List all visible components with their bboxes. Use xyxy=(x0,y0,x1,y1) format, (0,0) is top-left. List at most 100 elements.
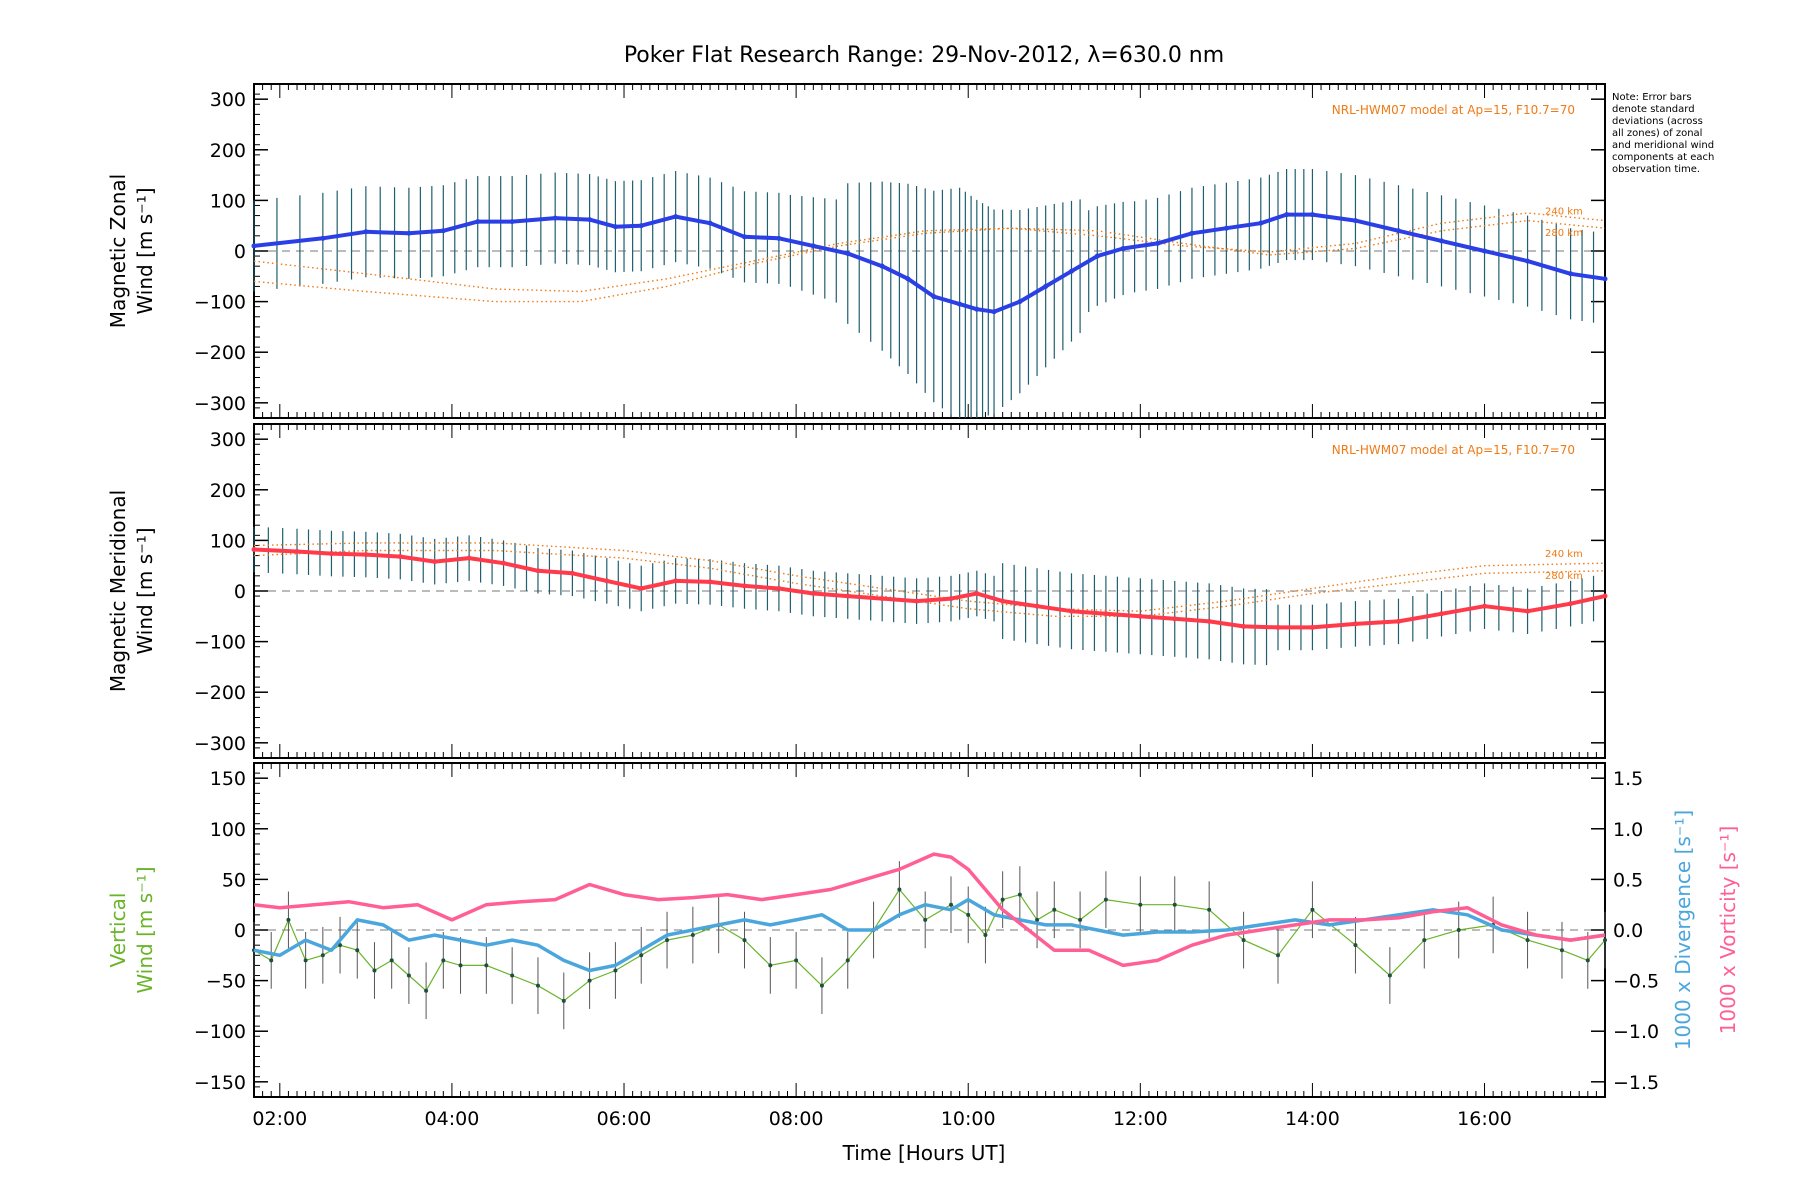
zonal-panel: −300 −200 −100 0 100 200 300 Magnetic Zonal Wind… xyxy=(106,83,1608,419)
vertical-point xyxy=(1525,938,1530,943)
y-tick-label: 300 xyxy=(210,429,246,451)
vertical-point xyxy=(983,933,988,938)
data-point xyxy=(707,220,713,226)
y-right-label-vorticity: 1000 x Vorticity [s⁻¹] xyxy=(1716,826,1740,1035)
vertical-point xyxy=(949,902,954,907)
vertical-point xyxy=(819,983,824,988)
vertical-point xyxy=(338,943,343,948)
data-point xyxy=(1525,258,1531,264)
y-axis-label: Wind [m s⁻¹] xyxy=(133,866,157,993)
data-point xyxy=(673,214,679,220)
y-tick-label: 200 xyxy=(210,480,246,502)
data-point xyxy=(741,234,747,240)
vertical-point xyxy=(613,968,618,973)
data-point xyxy=(1223,225,1229,231)
data-point xyxy=(1482,248,1488,254)
data-point xyxy=(957,301,963,307)
y-tick-label: −100 xyxy=(194,1021,246,1043)
vertical-point xyxy=(1387,973,1392,978)
y-tick-label: −100 xyxy=(194,632,246,654)
vertical-point xyxy=(1353,943,1358,948)
y-tick-label: 200 xyxy=(210,140,246,162)
y-tick-label: 0 xyxy=(234,920,246,942)
note-text: Note: Error bars denote standard deviation… xyxy=(1612,92,1714,175)
note-line: denote standard xyxy=(1612,104,1695,115)
data-point xyxy=(1352,218,1358,224)
x-tick-label: 12:00 xyxy=(1113,1108,1168,1130)
model-label: NRL-HWM07 model at Ap=15, F10.7=70 xyxy=(1332,103,1575,117)
divergence-line xyxy=(253,897,1606,973)
vertical-point xyxy=(458,963,463,968)
y-tick-label: −100 xyxy=(194,292,246,314)
data-point xyxy=(432,559,438,565)
y-tick-label: 0 xyxy=(234,581,246,603)
data-point xyxy=(1352,621,1358,627)
data-point xyxy=(1258,220,1264,226)
vertical-point xyxy=(406,973,411,978)
note-box: Note: Error bars denote standard deviation… xyxy=(1612,92,1714,175)
data-point xyxy=(509,219,515,225)
data-point xyxy=(1602,276,1608,282)
data-point xyxy=(397,554,403,560)
vertical-point xyxy=(1276,953,1281,958)
data-point xyxy=(1155,240,1161,246)
note-line: observation time. xyxy=(1612,164,1700,175)
vertical-point xyxy=(1138,902,1143,907)
x-axis-label: Time [Hours UT] xyxy=(842,1141,1006,1165)
data-point xyxy=(1439,238,1445,244)
data-point xyxy=(931,294,937,300)
y-tick-label: 300 xyxy=(210,89,246,111)
x-tick-label: 16:00 xyxy=(1457,1108,1512,1130)
data-point xyxy=(569,570,575,576)
vertical-point xyxy=(1456,928,1461,932)
data-point xyxy=(1043,283,1049,289)
y-tick-label: −200 xyxy=(194,682,246,704)
vertical-point xyxy=(768,963,773,968)
y-right-tick-label: 0.0 xyxy=(1613,920,1643,942)
model-line-240km xyxy=(253,212,1606,293)
vertical-point xyxy=(897,887,902,892)
vertical-point xyxy=(1241,938,1246,943)
data-point xyxy=(1275,624,1281,630)
data-point xyxy=(1172,616,1178,622)
vertical-point xyxy=(424,988,429,993)
vertical-point xyxy=(845,958,850,963)
y-right-tick-label: 1.5 xyxy=(1613,768,1643,790)
data-point xyxy=(612,224,618,230)
data-point xyxy=(251,243,257,249)
data-point xyxy=(1017,299,1023,305)
vertical-point xyxy=(794,958,799,963)
data-point xyxy=(1395,618,1401,624)
vertical-point xyxy=(1422,938,1427,943)
vorticity-line xyxy=(253,852,1606,968)
data-point xyxy=(776,585,782,591)
vertical-point xyxy=(286,917,291,922)
data-point xyxy=(587,217,593,223)
data-point xyxy=(1284,212,1290,218)
vertical-point xyxy=(1310,907,1315,912)
x-tick-label: 06:00 xyxy=(597,1108,652,1130)
y-axis-label: Wind [m s⁻¹] xyxy=(133,527,157,654)
x-tick-label: 14:00 xyxy=(1285,1108,1340,1130)
data-point xyxy=(1189,230,1195,236)
data-point xyxy=(638,223,644,229)
data-point xyxy=(991,309,997,315)
y-tick-label: 100 xyxy=(210,190,246,212)
model-height-label: 280 km xyxy=(1545,228,1583,239)
y-tick-label: −300 xyxy=(194,393,246,415)
data-point xyxy=(974,306,980,312)
note-line: all zones) of zonal xyxy=(1612,128,1702,139)
vertical-point xyxy=(1559,948,1564,953)
note-line: components at each xyxy=(1612,152,1714,163)
data-point xyxy=(776,235,782,241)
data-point xyxy=(905,276,911,282)
data-point xyxy=(440,228,446,234)
data-point xyxy=(1525,608,1531,614)
data-point xyxy=(251,547,257,553)
vertical-point xyxy=(303,958,308,963)
data-point xyxy=(1103,611,1109,617)
y-axis-label: Magnetic Meridional xyxy=(106,490,130,692)
vertical-point xyxy=(1103,897,1108,902)
data-point xyxy=(604,578,610,584)
chart-title: Poker Flat Research Range: 29-Nov-2012, … xyxy=(624,43,1224,68)
